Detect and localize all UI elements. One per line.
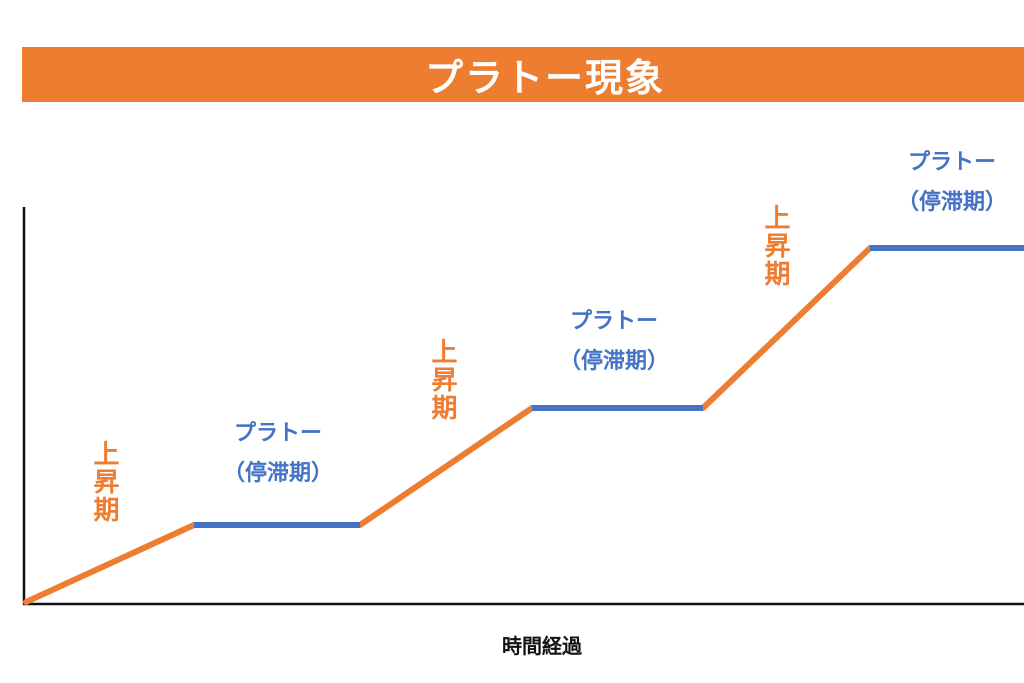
diagram-title: プラトー現象 xyxy=(424,56,665,100)
rise-label-1: 上昇期 xyxy=(89,440,119,524)
title-bar: プラトー現象 xyxy=(22,47,1024,102)
plateau-title-1: プラトー xyxy=(233,421,322,446)
plateau-subtitle-2: （停滞期） xyxy=(558,349,669,374)
plateau-label-1: プラトー （停滞期） xyxy=(198,414,358,494)
plateau-title-2: プラトー xyxy=(569,309,658,334)
plateau-label-3: プラトー （停滞期） xyxy=(872,143,1024,223)
rise-label-3: 上昇期 xyxy=(760,204,790,288)
rise-segment-2 xyxy=(357,405,535,528)
plateau-subtitle-3: （停滞期） xyxy=(896,190,1007,215)
rise-segment-3 xyxy=(700,245,873,411)
x-axis-label: 時間経過 xyxy=(502,634,582,658)
rise-label-2: 上昇期 xyxy=(427,338,457,422)
plateau-subtitle-1: （停滞期） xyxy=(222,461,333,486)
plateau-title-3: プラトー xyxy=(907,150,996,175)
rise-segment-1 xyxy=(23,522,197,605)
plateau-label-2: プラトー （停滞期） xyxy=(534,302,694,382)
